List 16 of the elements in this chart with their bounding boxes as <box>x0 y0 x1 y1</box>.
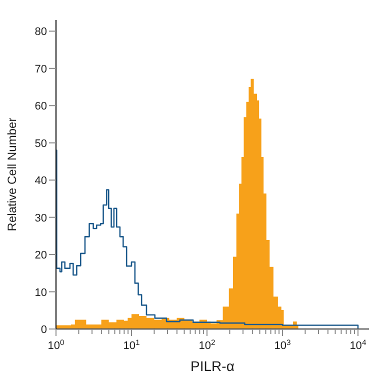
x-tick-label: 10$^{2}$ <box>198 338 216 352</box>
y-tick-label: 30 <box>34 212 47 224</box>
x-tick-label: 10$^{4}$ <box>350 338 367 352</box>
x-tick-label: 10$^{0}$ <box>48 338 64 352</box>
x-axis-title: PILR-α <box>190 358 234 374</box>
x-tick-label: 10$^{3}$ <box>274 338 291 352</box>
y-tick-label: 40 <box>34 175 47 188</box>
y-tick-label: 0 <box>40 324 47 336</box>
y-axis-title: Relative Cell Number <box>5 118 19 232</box>
y-tick-label: 80 <box>34 26 47 38</box>
y-tick-label: 10 <box>34 286 47 299</box>
y-tick-label: 60 <box>34 100 47 113</box>
y-tick-label: 20 <box>34 250 47 262</box>
y-tick-label: 50 <box>34 138 47 150</box>
y-tick-label: 70 <box>34 63 47 76</box>
x-tick-label: 10$^{1}$ <box>123 338 140 352</box>
